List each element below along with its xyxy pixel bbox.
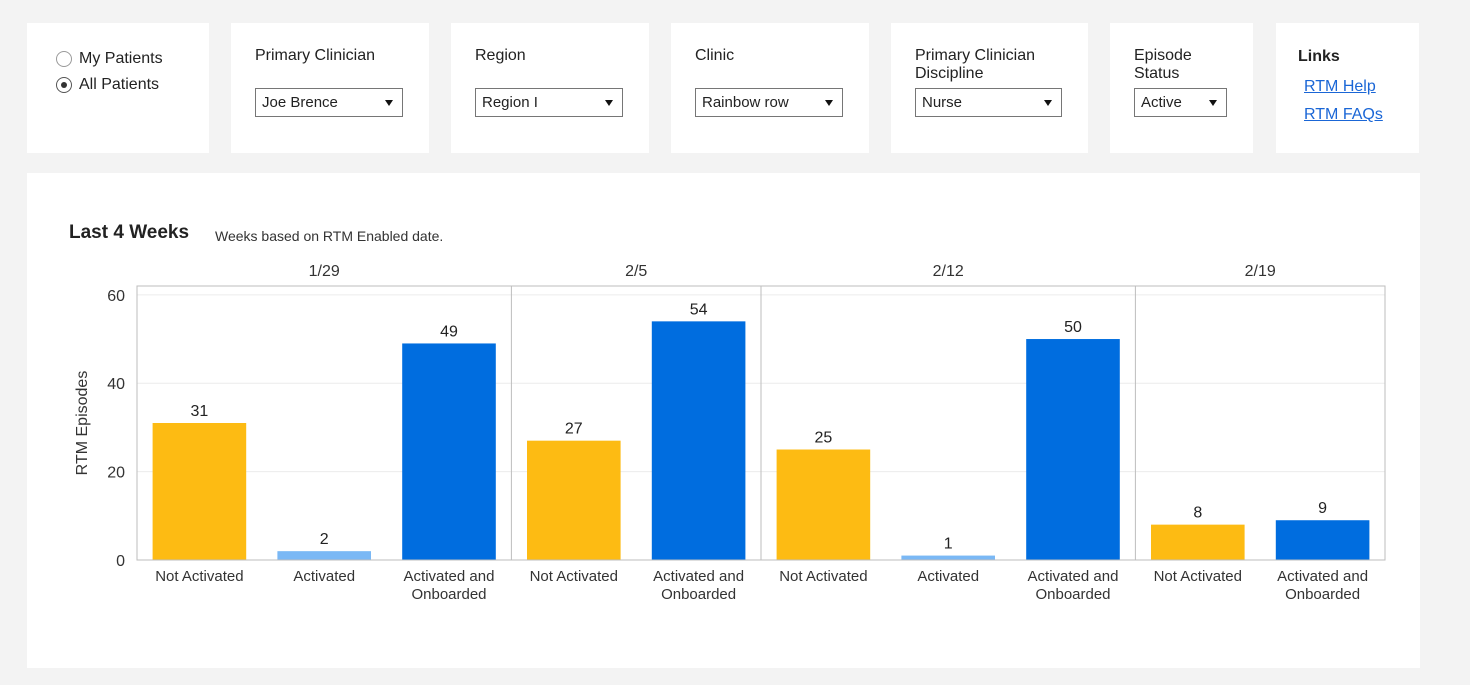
bar-chart: 0 20 40 60 RTM Episodes 1/29 31 Not Activated 2 A…: [74, 263, 1386, 603]
week-label: 2/19: [1245, 263, 1276, 280]
category-label: Activated: [293, 568, 355, 585]
discipline-label: Primary Clinician Discipline: [915, 47, 1035, 83]
clinic-label: Clinic: [695, 47, 735, 64]
episode-status-select[interactable]: Active: [1134, 88, 1227, 117]
bar: [277, 551, 371, 560]
chart-subtitle: Weeks based on RTM Enabled date.: [215, 228, 444, 244]
category-label: Onboarded: [1035, 586, 1110, 603]
patient-scope-card: My Patients All Patients: [27, 23, 209, 153]
discipline-label-line2: Discipline: [915, 65, 984, 82]
all-patients-radio[interactable]: [56, 77, 72, 93]
bar-value-label: 50: [1064, 319, 1082, 336]
plot-frame: [136, 285, 1386, 561]
category-label: Activated: [917, 568, 979, 585]
bar: [152, 423, 247, 560]
bar: [527, 440, 621, 560]
y-tick-label: 20: [107, 465, 125, 482]
category-label: Activated and: [404, 568, 495, 585]
bar-value-label: 9: [1318, 500, 1327, 517]
episode-status-label-line2: Status: [1134, 65, 1180, 82]
region-label: Region: [475, 47, 526, 64]
my-patients-radio[interactable]: [56, 51, 72, 67]
my-patients-option[interactable]: My Patients: [56, 50, 163, 68]
bar-value-label: 27: [565, 421, 583, 438]
clinic-select[interactable]: Rainbow row: [695, 88, 843, 117]
episode-status-label: Episode Status: [1134, 47, 1192, 83]
all-patients-label: All Patients: [79, 76, 160, 93]
category-label: Activated and: [653, 568, 744, 585]
y-tick-label: 60: [107, 288, 125, 305]
bar: [651, 321, 746, 560]
bar: [776, 449, 871, 560]
all-patients-option[interactable]: All Patients: [56, 76, 159, 94]
category-label: Not Activated: [779, 568, 867, 585]
week-label: 2/12: [933, 263, 964, 280]
region-card: Region Region I: [451, 23, 649, 153]
category-label: Activated and: [1028, 568, 1119, 585]
chart-card: Last 4 Weeks Weeks based on RTM Enabled …: [27, 173, 1420, 668]
chevron-down-icon: [605, 100, 613, 106]
category-label: Activated and: [1277, 568, 1368, 585]
episode-status-card: Episode Status Active: [1110, 23, 1253, 153]
bar-value-label: 8: [1193, 505, 1202, 522]
region-value: Region I: [482, 94, 538, 111]
y-axis-label: RTM Episodes: [74, 371, 91, 476]
category-label: Onboarded: [1285, 586, 1360, 603]
primary-clinician-select[interactable]: Joe Brence: [255, 88, 403, 117]
primary-clinician-card: Primary Clinician Joe Brence: [231, 23, 429, 153]
chart-title: Last 4 Weeks: [69, 222, 190, 243]
bar: [901, 555, 995, 560]
category-label: Not Activated: [155, 568, 243, 585]
category-label: Not Activated: [530, 568, 618, 585]
bar: [402, 343, 496, 560]
chevron-down-icon: [1209, 100, 1217, 106]
episode-status-value: Active: [1141, 94, 1182, 111]
rtm-faqs-link[interactable]: RTM FAQs: [1304, 106, 1383, 123]
discipline-select[interactable]: Nurse: [915, 88, 1062, 117]
discipline-card: Primary Clinician Discipline Nurse: [891, 23, 1088, 153]
rtm-help-link[interactable]: RTM Help: [1304, 78, 1376, 95]
week-label: 2/5: [625, 263, 647, 280]
clinic-card: Clinic Rainbow row: [671, 23, 869, 153]
links-title: Links: [1298, 48, 1340, 65]
bar: [1026, 339, 1120, 560]
discipline-label-line1: Primary Clinician: [915, 47, 1036, 64]
my-patients-label: My Patients: [79, 50, 163, 67]
y-tick-label: 40: [107, 376, 125, 393]
bar: [1151, 524, 1245, 560]
category-label: Not Activated: [1154, 568, 1242, 585]
bar-value-label: 49: [440, 323, 458, 340]
y-tick-label: 0: [116, 553, 125, 570]
category-label: Onboarded: [661, 586, 736, 603]
primary-clinician-label: Primary Clinician: [255, 47, 376, 64]
bar-value-label: 1: [944, 536, 953, 553]
bar-value-label: 2: [320, 531, 329, 548]
bar-value-label: 31: [191, 403, 209, 420]
links-card: Links RTM Help RTM FAQs: [1276, 23, 1419, 153]
chevron-down-icon: [385, 100, 393, 106]
clinic-value: Rainbow row: [702, 94, 789, 111]
bar: [1275, 520, 1370, 560]
bar-value-label: 54: [690, 301, 708, 318]
week-label: 1/29: [309, 263, 340, 280]
category-label: Onboarded: [411, 586, 486, 603]
chevron-down-icon: [1044, 100, 1052, 106]
discipline-value: Nurse: [922, 94, 963, 111]
region-select[interactable]: Region I: [475, 88, 623, 117]
primary-clinician-value: Joe Brence: [262, 94, 338, 111]
bar-value-label: 25: [815, 430, 833, 447]
chevron-down-icon: [825, 100, 833, 106]
episode-status-label-line1: Episode: [1134, 47, 1192, 64]
